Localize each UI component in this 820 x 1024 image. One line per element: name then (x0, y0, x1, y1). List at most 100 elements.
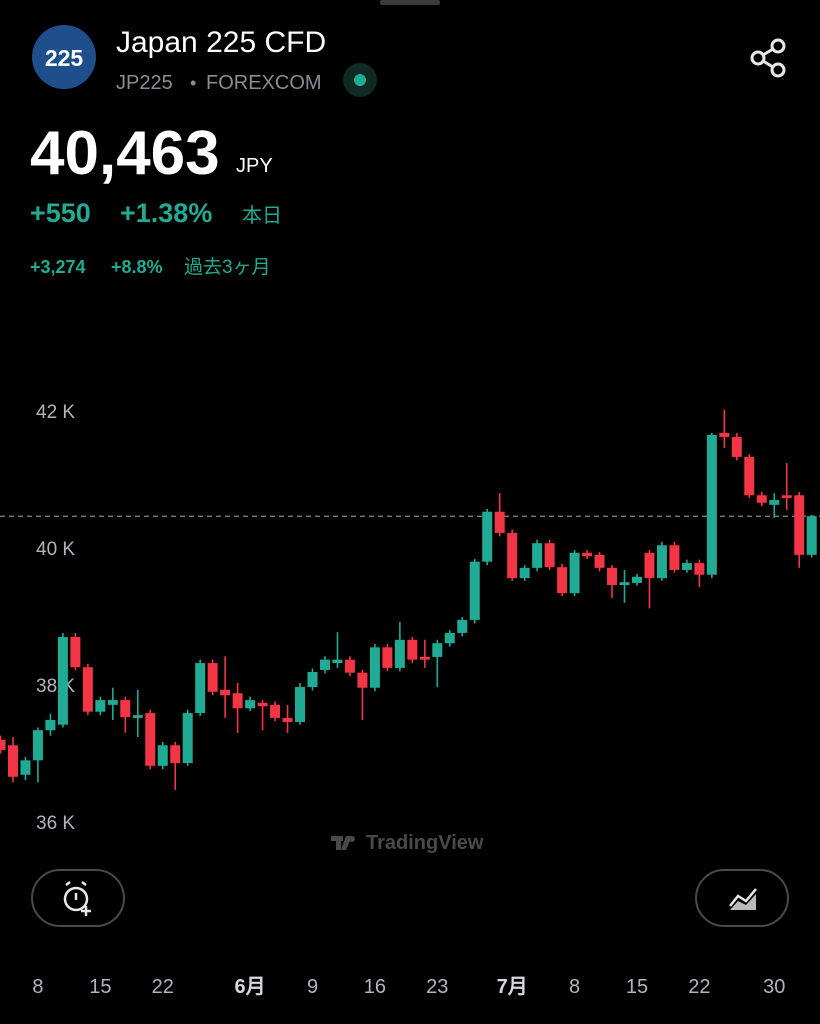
candle-body (482, 511, 493, 562)
candle-body (82, 667, 93, 712)
candle-body (394, 639, 405, 668)
candle-body (195, 663, 206, 714)
candle-body (544, 543, 555, 568)
candle-body (619, 582, 630, 585)
x-tick-label: 16 (364, 976, 386, 998)
chart-type-button[interactable] (695, 869, 789, 927)
candle-body (794, 495, 805, 555)
x-tick-label: 15 (626, 976, 648, 998)
candle-body (731, 437, 742, 457)
market-status-dot (354, 74, 366, 86)
candle-body (45, 719, 56, 731)
3m-change: +3,274 (30, 257, 86, 277)
day-period: 本日 (242, 204, 282, 227)
x-tick-label: 7月 (497, 976, 528, 998)
candle-body (507, 532, 518, 579)
candle-body (107, 700, 118, 705)
day-change: +550 (30, 198, 91, 228)
candle-body (694, 563, 705, 575)
candle-body (0, 739, 6, 751)
candle-body (494, 511, 505, 533)
candle-body (245, 700, 256, 709)
separator: • (190, 73, 196, 93)
symbol-code: JP225 (116, 72, 173, 94)
candle-body (145, 713, 156, 766)
top-handle (380, 0, 440, 5)
candle-body (257, 702, 268, 707)
x-tick-label: 15 (89, 976, 111, 998)
watermark-logo (331, 836, 355, 850)
candle-body (519, 567, 530, 579)
candle-body (457, 619, 468, 633)
watermark: TradingView (366, 832, 484, 854)
candle-body (569, 552, 580, 594)
exchange: FOREXCOM (206, 72, 322, 94)
candle-body (95, 700, 106, 712)
y-tick-label: 42 K (36, 402, 75, 423)
candle-body (7, 745, 18, 777)
candle-body (532, 543, 543, 568)
candle-body (557, 567, 568, 594)
candle-body (57, 637, 68, 725)
candle-body (419, 656, 430, 660)
3m-period: 過去3ヶ月 (184, 256, 271, 278)
candle-body (631, 576, 642, 583)
x-tick-label: 9 (307, 976, 318, 998)
candle-body (307, 671, 318, 688)
y-tick-label: 36 K (36, 813, 75, 834)
instrument-title: Japan 225 CFD (116, 26, 326, 59)
candle-body (357, 672, 368, 688)
x-tick-label: 8 (32, 976, 43, 998)
candle-body (744, 456, 755, 496)
y-tick-label: 38 K (36, 676, 75, 697)
candle-body (582, 552, 593, 557)
candle-body (182, 713, 193, 764)
x-tick-label: 22 (688, 976, 710, 998)
candle-body (756, 495, 767, 503)
last-price: 40,463 (30, 119, 220, 188)
candle-body (369, 647, 380, 688)
x-tick-label: 6月 (235, 976, 266, 998)
candle-body (332, 659, 343, 664)
candle-body (232, 693, 243, 709)
candle-body (282, 717, 293, 722)
badge-text: 225 (45, 45, 84, 71)
symbol-badge (32, 25, 96, 89)
candle-body (132, 715, 143, 718)
candle-body (719, 432, 730, 438)
candle-body (220, 689, 231, 696)
candle-body (681, 563, 692, 570)
candle-body (170, 745, 181, 764)
alert-button[interactable] (31, 869, 125, 927)
x-tick-label: 8 (569, 976, 580, 998)
candle-body (319, 659, 330, 670)
candle-body (295, 687, 306, 722)
x-tick-label: 30 (763, 976, 785, 998)
day-change-pct: +1.38% (120, 198, 212, 228)
candle-body (70, 637, 81, 668)
candle-body (669, 545, 680, 570)
3m-change-pct: +8.8% (111, 257, 163, 277)
currency: JPY (236, 155, 273, 177)
candle-body (120, 700, 131, 718)
share-button[interactable] (750, 38, 786, 78)
candle-body (407, 639, 418, 660)
candle-body (594, 554, 605, 568)
candle-body (432, 643, 443, 657)
candle-body (469, 561, 480, 620)
candle-body (32, 730, 43, 761)
candle-body (781, 495, 792, 498)
y-tick-label: 40 K (36, 539, 75, 560)
candle-body (382, 647, 393, 668)
x-tick-label: 23 (426, 976, 448, 998)
candle-body (270, 704, 281, 718)
candle-body (207, 663, 218, 692)
candle-body (644, 552, 655, 579)
candle-body (20, 760, 31, 775)
candlestick-chart: 36 K 38 K 40 K 42 K 8 15 22 6月 9 16 23 7月 8 15 22 30 (0, 402, 820, 998)
candle-body (444, 632, 455, 644)
candle-body (157, 745, 168, 766)
candle-body (656, 545, 667, 579)
